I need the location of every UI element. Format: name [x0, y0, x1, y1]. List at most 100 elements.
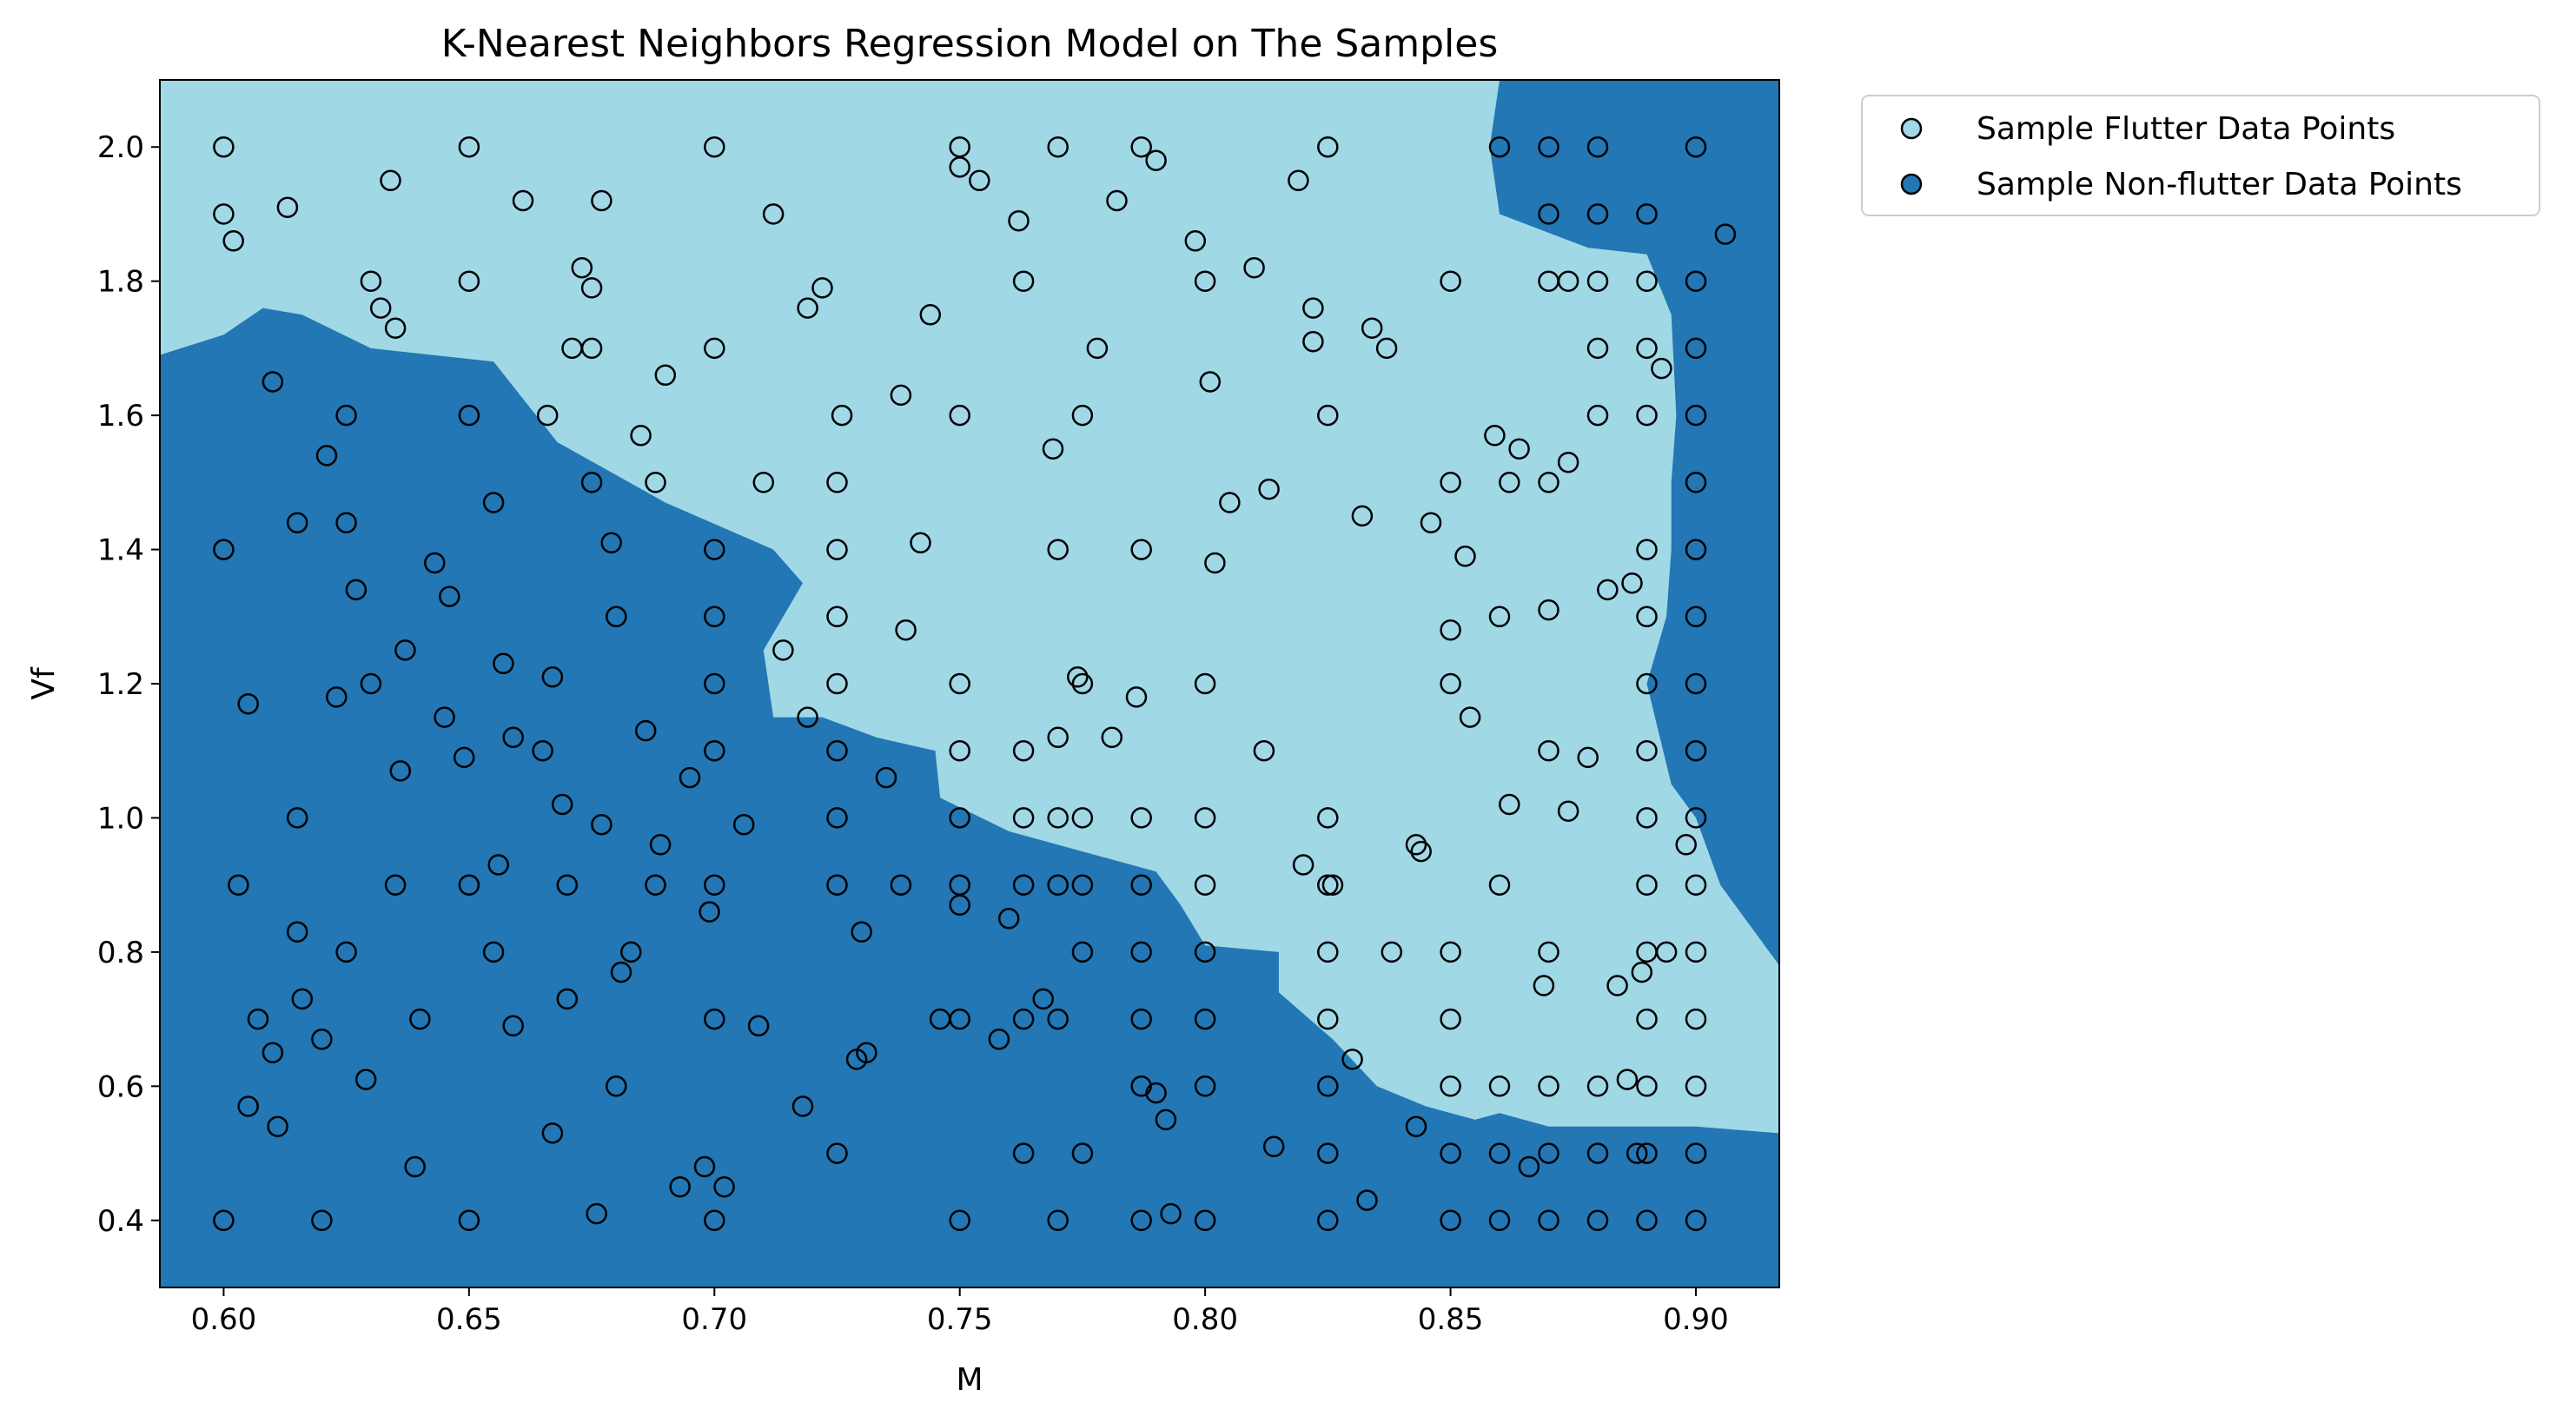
nonflutter-point	[1145, 1082, 1167, 1104]
nonflutter-point	[645, 874, 666, 896]
nonflutter-point	[1586, 1142, 1609, 1164]
nonflutter-point	[1130, 1209, 1152, 1232]
nonflutter-point	[335, 512, 357, 533]
flutter-point	[1184, 230, 1207, 252]
flutter-point	[1219, 492, 1241, 513]
flutter-point	[1106, 189, 1128, 212]
flutter-point	[645, 472, 666, 493]
nonflutter-point	[541, 666, 564, 688]
flutter-point	[1538, 1076, 1560, 1097]
y-tick-label: 1.0	[97, 801, 144, 836]
flutter-point	[1302, 330, 1324, 353]
flutter-point	[222, 230, 244, 252]
nonflutter-point	[556, 988, 579, 1010]
flutter-point	[1086, 337, 1109, 360]
data-points	[213, 136, 1737, 1232]
flutter-point	[580, 337, 603, 360]
nonflutter-point	[1651, 357, 1672, 380]
nonflutter-point	[389, 760, 412, 782]
nonflutter-point	[679, 766, 701, 789]
nonflutter-point	[493, 652, 514, 675]
flutter-point	[1012, 270, 1035, 292]
flutter-point	[919, 304, 942, 326]
flutter-point	[1199, 371, 1222, 393]
nonflutter-point	[311, 1209, 333, 1232]
flutter-point	[949, 672, 970, 695]
flutter-point	[1440, 941, 1461, 963]
nonflutter-point	[580, 472, 603, 493]
nonflutter-point	[267, 1115, 288, 1137]
nonflutter-point	[502, 726, 524, 749]
flutter-point	[704, 136, 725, 158]
x-tick-label: 0.80	[1172, 1302, 1238, 1337]
nonflutter-point	[1356, 1189, 1378, 1211]
flutter-point	[797, 297, 818, 319]
flutter-point	[1440, 270, 1461, 292]
nonflutter-point	[1586, 1209, 1609, 1232]
flutter-point	[1636, 874, 1658, 896]
x-tick-label: 0.65	[436, 1302, 502, 1337]
nonflutter-point	[1685, 472, 1707, 493]
nonflutter-point	[1071, 941, 1094, 963]
nonflutter-point	[237, 692, 259, 715]
nonflutter-point	[704, 606, 725, 628]
flutter-point	[1488, 606, 1511, 628]
nonflutter-point	[1488, 136, 1511, 158]
flutter-point	[826, 606, 848, 628]
flutter-point	[1101, 726, 1123, 749]
flutter-point	[1375, 337, 1398, 360]
y-tick-label: 2.0	[97, 130, 144, 165]
nonflutter-point	[1317, 1209, 1339, 1232]
flutter-point	[826, 472, 848, 493]
nonflutter-point	[1262, 1135, 1285, 1158]
flutter-point	[1258, 478, 1280, 500]
y-tick-label: 0.6	[97, 1069, 144, 1104]
nonflutter-point	[1538, 1209, 1560, 1232]
flutter-point	[1616, 1069, 1639, 1090]
nonflutter-point	[1626, 1142, 1648, 1164]
flutter-point	[1317, 404, 1339, 427]
nonflutter-point	[335, 941, 357, 963]
nonflutter-point	[1685, 1142, 1707, 1164]
flutter-point	[1440, 672, 1461, 695]
nonflutter-point	[699, 901, 720, 923]
nonflutter-point	[311, 1029, 333, 1050]
flutter-point	[369, 297, 392, 319]
flutter-point	[1586, 337, 1609, 360]
flutter-point	[1636, 807, 1658, 829]
flutter-point	[1071, 807, 1094, 829]
nonflutter-point	[1518, 1155, 1540, 1178]
flutter-point	[1508, 438, 1530, 460]
nonflutter-point	[704, 539, 725, 560]
y-tick-label: 0.4	[97, 1204, 144, 1239]
nonflutter-point	[669, 1175, 691, 1198]
nonflutter-point	[732, 813, 755, 836]
nonflutter-point	[1317, 1076, 1339, 1097]
flutter-point	[1538, 739, 1560, 762]
flutter-point	[826, 672, 848, 695]
nonflutter-point	[1685, 807, 1707, 829]
nonflutter-point	[1685, 874, 1707, 896]
flutter-point	[591, 189, 613, 212]
flutter-point	[1008, 209, 1030, 232]
nonflutter-point	[1636, 1209, 1658, 1232]
flutter-point	[1317, 874, 1339, 896]
flutter-point	[458, 136, 480, 158]
nonflutter-point	[424, 552, 446, 574]
nonflutter-point	[228, 874, 249, 896]
nonflutter-point	[213, 539, 235, 560]
nonflutter-point	[1714, 223, 1737, 245]
nonflutter-point	[394, 639, 416, 661]
nonflutter-point	[360, 672, 382, 695]
flutter-point	[580, 277, 603, 299]
flutter-point	[1577, 746, 1599, 769]
flutter-point	[1636, 404, 1658, 427]
legend-marker-flutter	[1900, 117, 1923, 140]
flutter-point	[1321, 874, 1344, 896]
flutter-point	[1410, 840, 1432, 863]
y-axis-label: Vf	[26, 666, 62, 700]
nonflutter-point	[704, 874, 725, 896]
nonflutter-point	[1488, 1209, 1511, 1232]
flutter-point	[1636, 1076, 1658, 1097]
flutter-point	[213, 136, 235, 158]
